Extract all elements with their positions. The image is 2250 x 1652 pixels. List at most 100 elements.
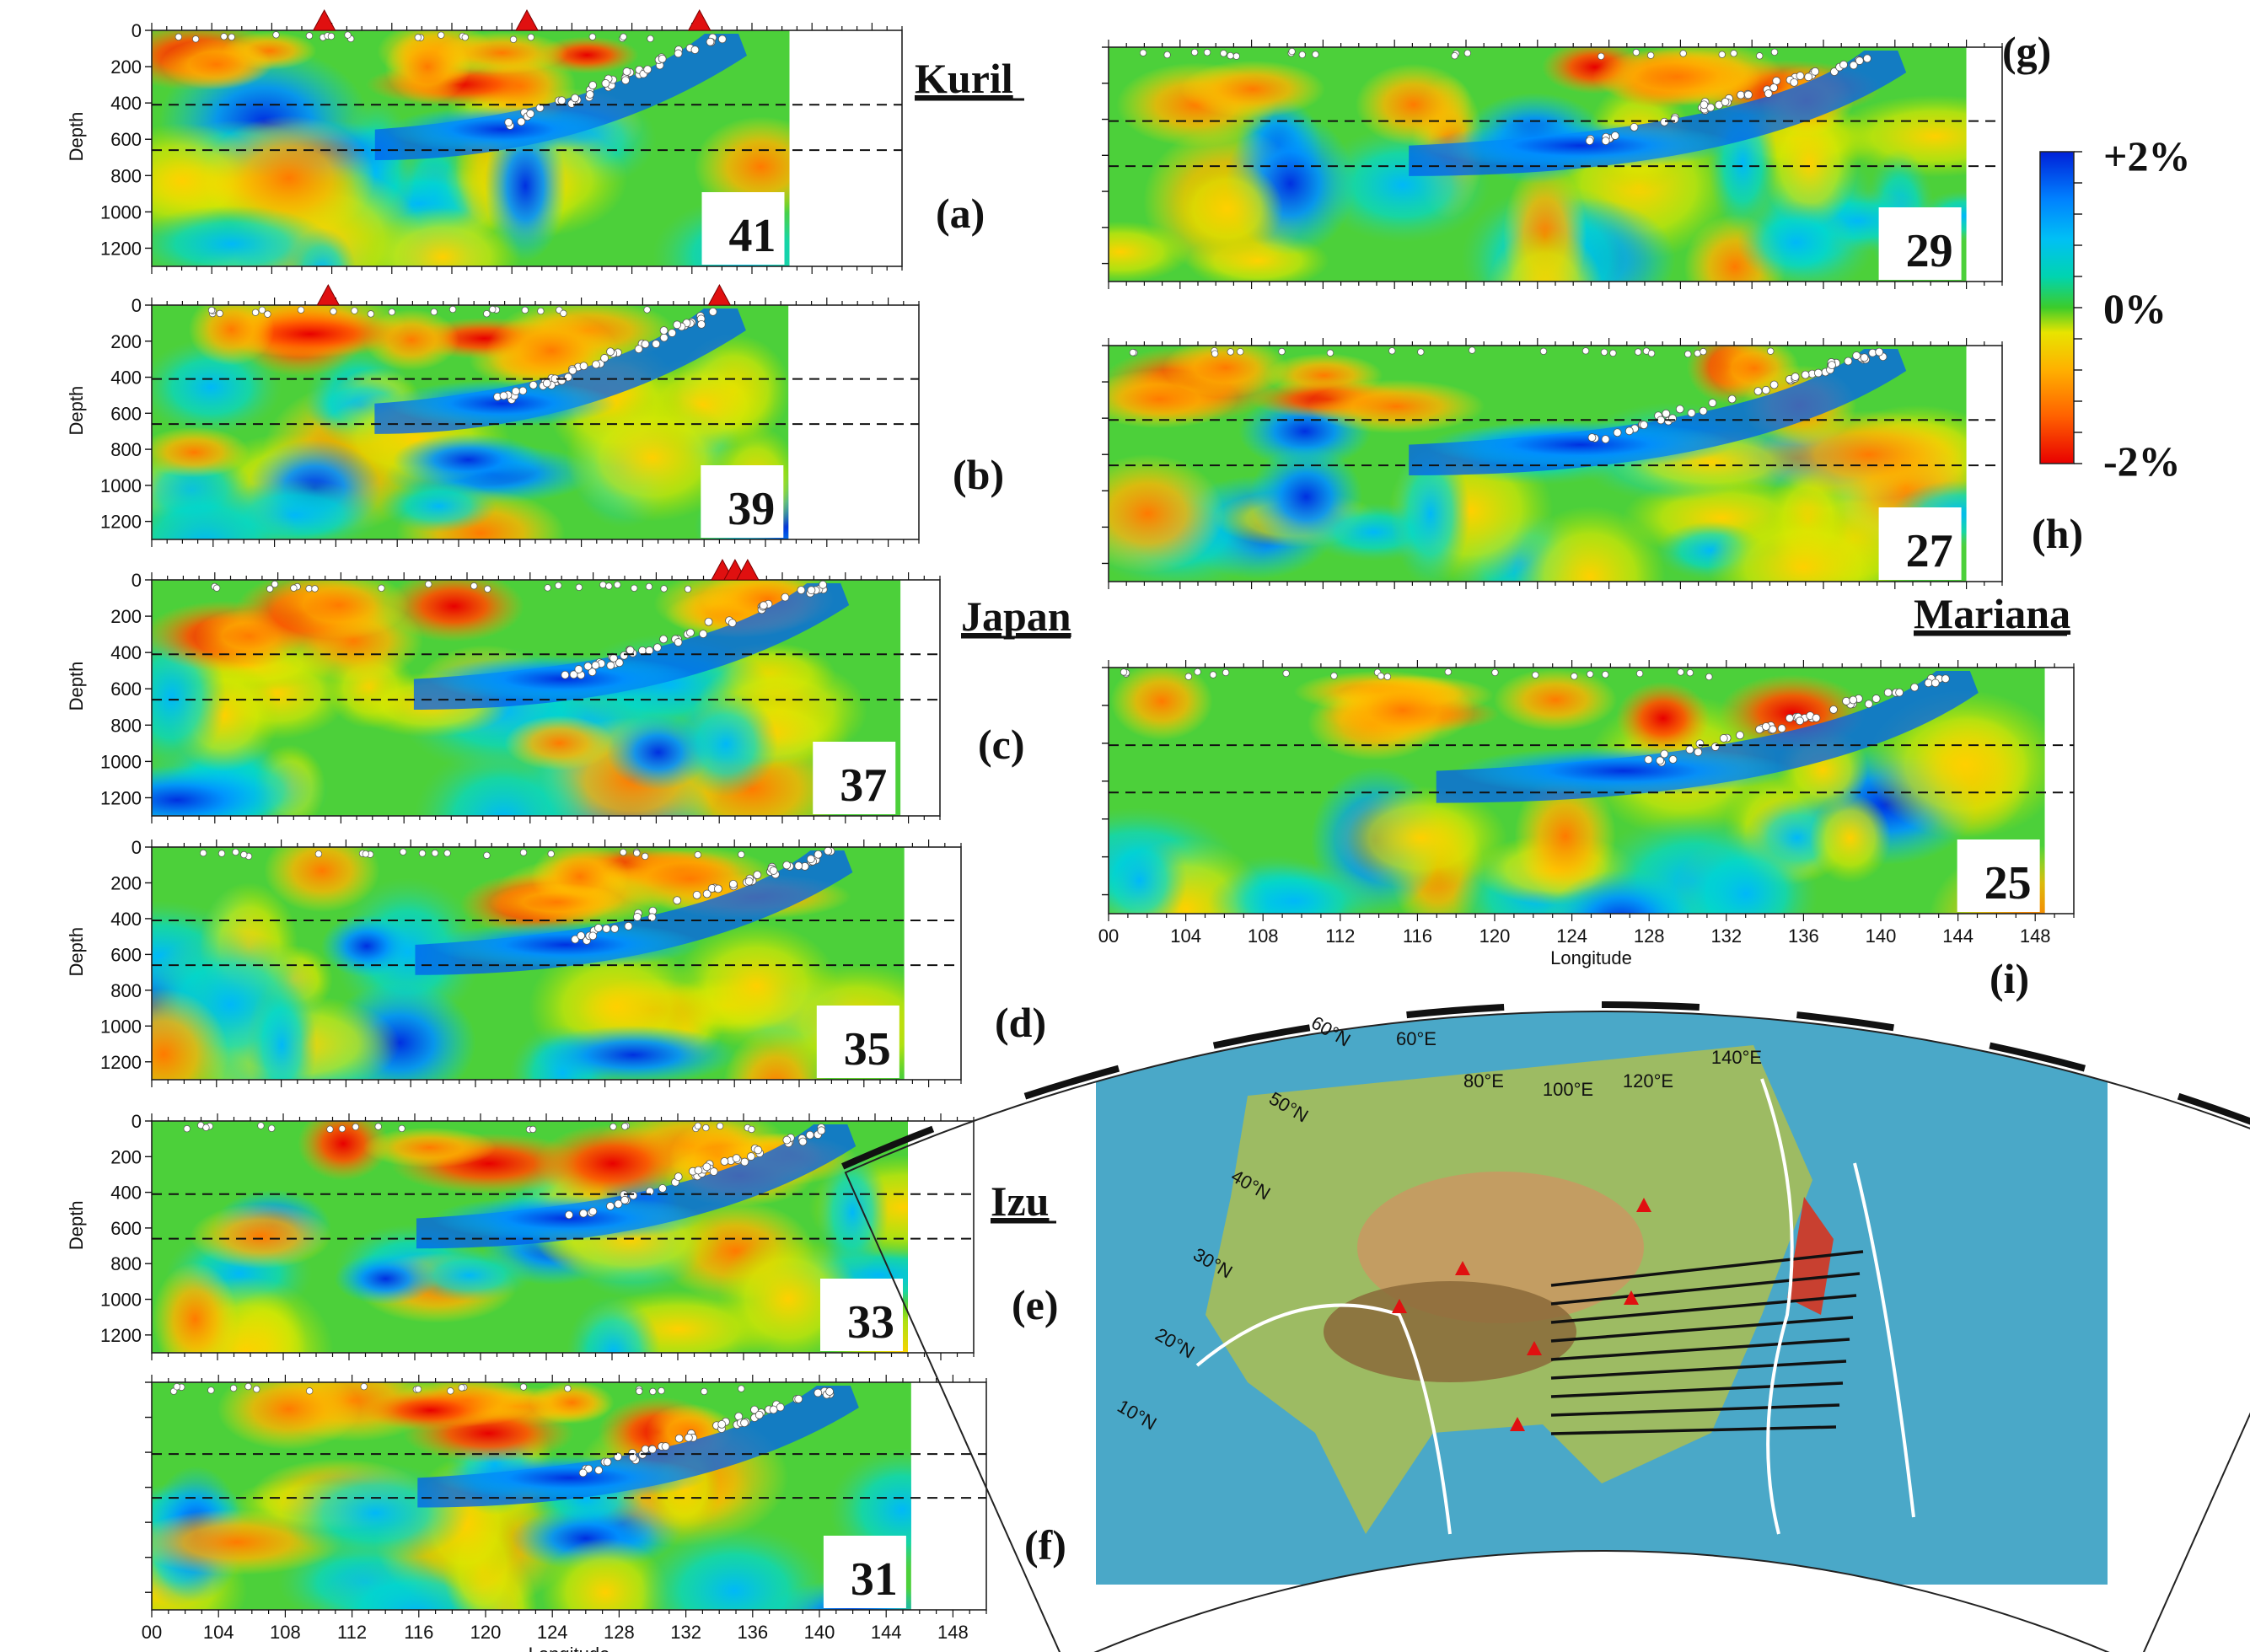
earthquakes <box>211 580 828 679</box>
longitude-tick-label: 116 <box>404 1622 433 1643</box>
section-latitude-label: 37 <box>840 759 887 812</box>
earthquakes <box>199 847 835 945</box>
volcano-marker <box>707 283 732 306</box>
depth-tick-label: 600 <box>110 403 142 424</box>
depth-tick-label: 400 <box>110 1183 142 1204</box>
depth-tick-label: 400 <box>110 367 142 389</box>
map-volcano-marker <box>1392 1299 1407 1313</box>
tibetan-plateau <box>1324 1281 1576 1382</box>
depth-tick-label: 1200 <box>100 238 142 259</box>
panel-label: (d) <box>995 999 1046 1046</box>
profile-line <box>1550 1338 1850 1361</box>
map-lon-label: 80°E <box>1463 1070 1504 1092</box>
longitude-tick-label: 144 <box>1942 925 1973 947</box>
earthquakes <box>183 1121 826 1220</box>
longitude-tick-label: 148 <box>937 1622 969 1643</box>
velocity-field <box>152 305 789 539</box>
colorbar-top-label: +2% <box>2103 132 2191 180</box>
earthquakes <box>169 1382 835 1478</box>
depth-tick-label: 800 <box>110 715 142 736</box>
depth-tick-label: 600 <box>110 944 142 965</box>
longitude-tick-label: 140 <box>804 1622 835 1643</box>
map-frame <box>844 1010 2250 1652</box>
panel-label: (a) <box>936 190 985 237</box>
section-latitude-label: 39 <box>728 483 775 535</box>
velocity-field <box>152 847 905 1080</box>
region-label: Izu <box>991 1177 1049 1225</box>
plate-boundary <box>1760 1078 1794 1535</box>
map-volcano-marker <box>1455 1261 1470 1275</box>
depth-axis-title: Depth <box>66 386 87 436</box>
panel-label: (g) <box>2002 28 2051 75</box>
depth-tick-label: 0 <box>132 837 142 858</box>
section-latitude-label: 41 <box>729 210 776 262</box>
velocity-field <box>152 580 901 816</box>
map-lon-label: 60°E <box>1396 1028 1436 1049</box>
velocity-field <box>152 30 790 266</box>
depth-tick-label: 1200 <box>100 512 142 533</box>
depth-tick-label: 0 <box>132 570 142 591</box>
region-label: Japan <box>961 593 1071 640</box>
volcano-marker <box>515 8 539 31</box>
depth-tick-label: 600 <box>110 678 142 700</box>
map-volcano-marker <box>1510 1417 1525 1431</box>
depth-axis-title: Depth <box>66 662 87 711</box>
panel-label: (f) <box>1024 1521 1066 1569</box>
section-panel-e: 0 200 400 600 800 1000 1200 Depth 33 (e) Izu <box>66 1111 1059 1360</box>
section-latitude-label: 29 <box>1906 225 1953 277</box>
depth-tick-label: 800 <box>110 165 142 186</box>
depth-tick-label: 1200 <box>100 787 142 808</box>
depth-tick-label: 600 <box>110 1218 142 1239</box>
section-panel-h: 27 (h) <box>1102 338 2083 589</box>
profile-line <box>1550 1272 1861 1306</box>
colorbar-mid-label: 0% <box>2103 285 2167 332</box>
longitude-tick-label: 104 <box>203 1622 234 1643</box>
longitude-tick-label: 132 <box>1710 925 1742 947</box>
section-panel-f: 00 104 108 112 116 120 124 128 132 136 140 144 148 Lo… <box>142 1375 1066 1652</box>
profile-line <box>1550 1403 1840 1417</box>
depth-tick-label: 800 <box>110 1253 142 1274</box>
panel-label: (e) <box>1012 1281 1059 1328</box>
longitude-tick-label: 112 <box>337 1622 367 1643</box>
velocity-field <box>152 1121 908 1353</box>
longitude-tick-label: 108 <box>1248 925 1279 947</box>
longitude-tick-label: 120 <box>470 1622 502 1643</box>
depth-tick-label: 1200 <box>100 1325 142 1346</box>
depth-axis-title: Depth <box>66 927 87 977</box>
longitude-tick-label: 136 <box>737 1622 768 1643</box>
colorbar-bottom-label: -2% <box>2103 437 2181 485</box>
longitude-tick-label: 128 <box>604 1622 635 1643</box>
earthquakes <box>175 31 727 130</box>
panel-label: (c) <box>978 721 1025 768</box>
section-latitude-label: 31 <box>851 1553 898 1606</box>
map-terrain <box>1096 1011 2108 1585</box>
depth-tick-label: 0 <box>132 20 142 41</box>
earthquakes <box>1139 47 1871 146</box>
longitude-tick-label: 140 <box>1866 925 1897 947</box>
location-map: 60°N50°N40°N30°N20°N10°N60°E80°E 100°E 120… <box>841 1001 2250 1652</box>
volcano-marker <box>312 8 336 31</box>
colorbar: +2% 0% -2% <box>2039 132 2191 485</box>
panel-label: (b) <box>953 451 1004 498</box>
longitude-axis-title: Longitude <box>1550 947 1632 968</box>
longitude-axis-title: Longitude <box>529 1644 610 1652</box>
colorbar-scale <box>2039 151 2075 464</box>
section-latitude-label: 33 <box>847 1296 894 1349</box>
earthquakes <box>1129 346 1888 444</box>
panel-label: (i) <box>1990 955 2029 1002</box>
depth-tick-label: 400 <box>110 93 142 114</box>
longitude-tick-label: 124 <box>1556 925 1587 947</box>
longitude-tick-label: 124 <box>537 1622 568 1643</box>
velocity-field <box>152 1382 911 1610</box>
longitude-tick-label: 00 <box>1098 925 1119 947</box>
section-panel-b: 0 200 400 600 800 1000 1200 Depth 39 (b) <box>66 283 1004 547</box>
depth-tick-label: 800 <box>110 980 142 1001</box>
section-panel-d: 0 200 400 600 800 1000 1200 Depth 35 (d) <box>66 837 1046 1087</box>
section-latitude-label: 25 <box>1984 857 2032 909</box>
longitude-tick-label: 136 <box>1788 925 1819 947</box>
depth-tick-label: 0 <box>132 1111 142 1132</box>
map-lon-label: 140°E <box>1711 1047 1762 1068</box>
volcano-marker <box>687 8 712 31</box>
map-volcano-marker <box>1636 1198 1651 1212</box>
